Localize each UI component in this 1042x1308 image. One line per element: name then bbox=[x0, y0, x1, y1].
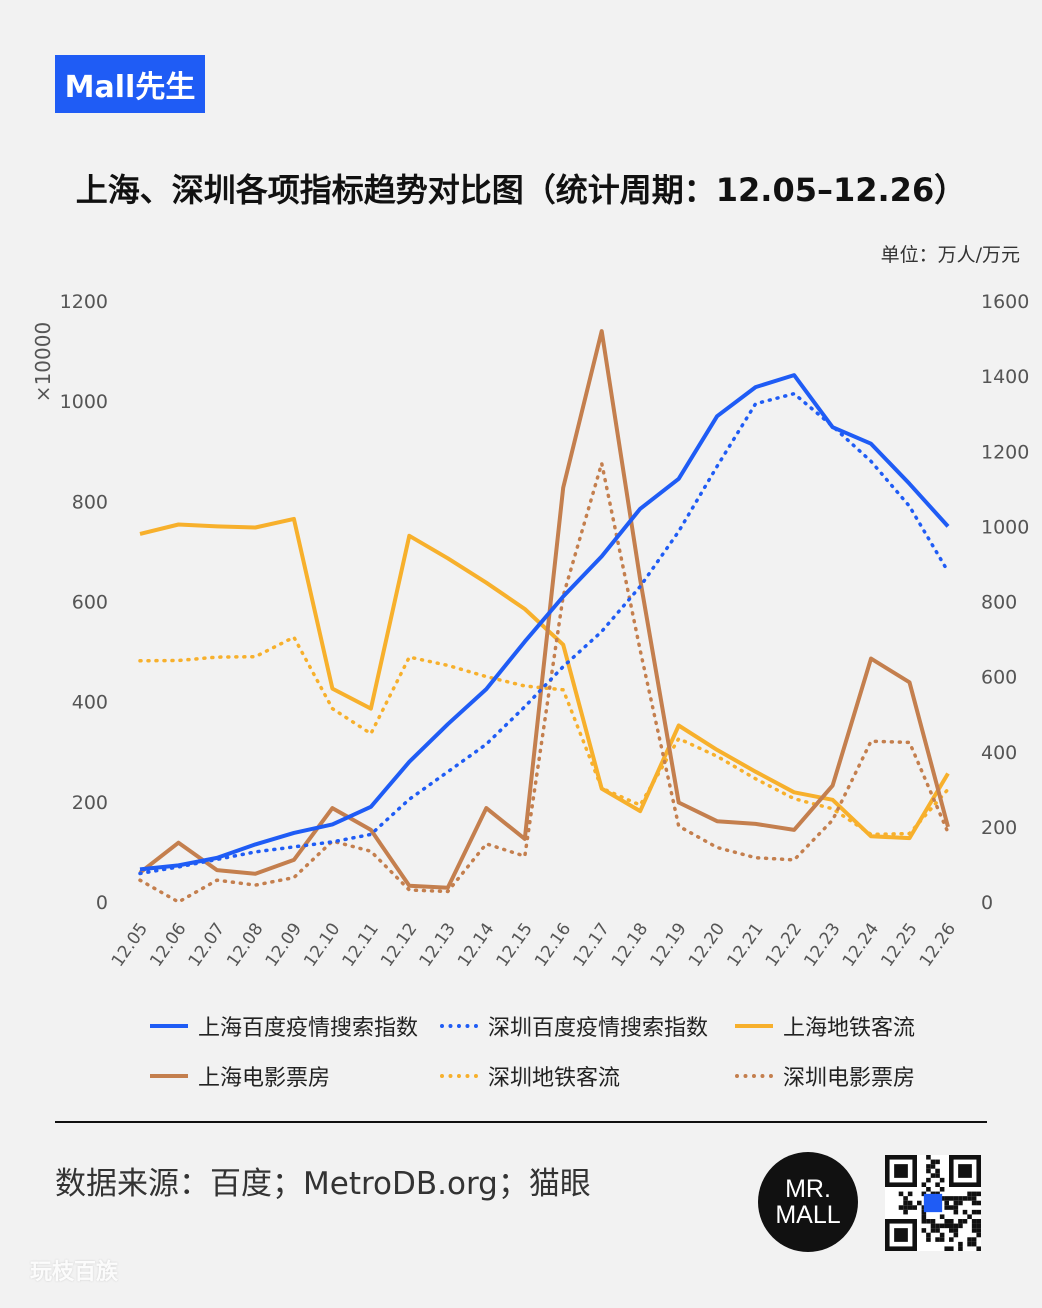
x-tick-label: 12.18 bbox=[608, 919, 652, 970]
x-tick-label: 12.14 bbox=[454, 919, 498, 970]
x-tick-label: 12.08 bbox=[223, 919, 267, 970]
x-tick-label: 12.11 bbox=[339, 919, 383, 970]
mr-mall-logo: MR. MALL bbox=[758, 1152, 858, 1252]
divider bbox=[55, 1121, 987, 1123]
legend-label: 上海百度疫情搜索指数 bbox=[198, 1016, 419, 1041]
data-source: 数据来源：百度；MetroDB.org；猫眼 bbox=[55, 1166, 591, 1202]
x-tick-label: 12.19 bbox=[646, 919, 690, 970]
series-line-3 bbox=[138, 329, 950, 890]
legend-label: 深圳地铁客流 bbox=[488, 1066, 621, 1091]
legend-label: 深圳电影票房 bbox=[783, 1066, 916, 1091]
x-tick-label: 12.26 bbox=[916, 919, 960, 970]
x-tick-label: 12.22 bbox=[762, 919, 806, 970]
legend-swatch bbox=[150, 1074, 188, 1078]
legend-swatch bbox=[440, 1024, 478, 1028]
legend-item[interactable]: 上海地铁客流 bbox=[735, 1010, 980, 1042]
legend-swatch bbox=[150, 1024, 188, 1028]
x-tick-label: 12.05 bbox=[108, 919, 152, 970]
series-line-2 bbox=[139, 516, 950, 841]
line-chart: 0 200 400 600 800 1000 1200 0 200 400 600 800 1000 1… bbox=[31, 291, 1029, 971]
legend-item[interactable]: 上海电影票房 bbox=[150, 1060, 440, 1092]
x-tick-label: 12.13 bbox=[416, 919, 460, 970]
series-line-1 bbox=[138, 391, 950, 876]
legend-item[interactable]: 深圳地铁客流 bbox=[440, 1060, 735, 1092]
legend-label: 深圳百度疫情搜索指数 bbox=[488, 1016, 709, 1041]
x-tick-label: 12.23 bbox=[800, 919, 844, 970]
right-tick-label: 200 bbox=[981, 817, 1017, 839]
right-tick-label: 0 bbox=[981, 892, 993, 914]
x-tick-label: 12.12 bbox=[377, 919, 421, 970]
x-tick-label: 12.25 bbox=[877, 919, 921, 970]
qr-code[interactable] bbox=[885, 1155, 981, 1251]
right-tick-label: 400 bbox=[981, 742, 1017, 764]
legend-label: 上海地铁客流 bbox=[783, 1016, 916, 1041]
left-tick-label: 800 bbox=[72, 491, 108, 513]
x-tick-label: 12.17 bbox=[570, 919, 614, 970]
legend-label: 上海电影票房 bbox=[198, 1066, 331, 1091]
left-tick-label: 1000 bbox=[60, 391, 108, 413]
legend-item[interactable]: 上海百度疫情搜索指数 bbox=[150, 1010, 440, 1042]
right-tick-label: 1200 bbox=[981, 441, 1029, 463]
right-tick-label: 800 bbox=[981, 592, 1017, 614]
right-tick-label: 1400 bbox=[981, 366, 1029, 388]
right-tick-label: 1600 bbox=[981, 291, 1029, 313]
x-tick-label: 12.20 bbox=[685, 919, 729, 970]
x-tick-label: 12.09 bbox=[262, 919, 306, 970]
x-tick-label: 12.21 bbox=[723, 919, 767, 970]
legend: 上海百度疫情搜索指数 深圳百度疫情搜索指数 上海地铁客流上海电影票房 深圳地铁客流 深圳… bbox=[150, 1010, 980, 1092]
chart-title: 上海、深圳各项指标趋势对比图（统计周期：12.05–12.26） bbox=[75, 171, 967, 209]
x-tick-label: 12.16 bbox=[531, 919, 575, 970]
x-tick-label: 12.06 bbox=[146, 919, 190, 970]
unit-label: 单位：万人/万元 bbox=[880, 244, 1020, 266]
brand-badge: Mall先生 bbox=[55, 55, 205, 113]
right-tick-label: 600 bbox=[981, 667, 1017, 689]
left-tick-label: 200 bbox=[72, 792, 108, 814]
legend-swatch bbox=[440, 1074, 478, 1078]
series-line-0 bbox=[139, 373, 950, 872]
left-tick-label: 0 bbox=[96, 892, 108, 914]
x-tick-label: 12.07 bbox=[185, 919, 229, 970]
x-tick-label: 12.10 bbox=[300, 919, 344, 970]
x-tick-label: 12.24 bbox=[839, 919, 883, 970]
left-tick-label: 400 bbox=[72, 692, 108, 714]
left-axis-label: ×10000 bbox=[31, 322, 55, 402]
left-tick-label: 1200 bbox=[60, 291, 108, 313]
watermark: 玩枝百族 bbox=[30, 1260, 119, 1285]
left-tick-label: 600 bbox=[72, 592, 108, 614]
legend-item[interactable]: 深圳电影票房 bbox=[735, 1060, 980, 1092]
series-line-5 bbox=[138, 461, 950, 904]
legend-swatch bbox=[735, 1024, 773, 1028]
series-line-4 bbox=[138, 635, 950, 837]
legend-item[interactable]: 深圳百度疫情搜索指数 bbox=[440, 1010, 735, 1042]
x-tick-label: 12.15 bbox=[493, 919, 537, 970]
qr-center-logo bbox=[923, 1193, 943, 1213]
legend-swatch bbox=[735, 1074, 773, 1078]
right-tick-label: 1000 bbox=[981, 516, 1029, 538]
